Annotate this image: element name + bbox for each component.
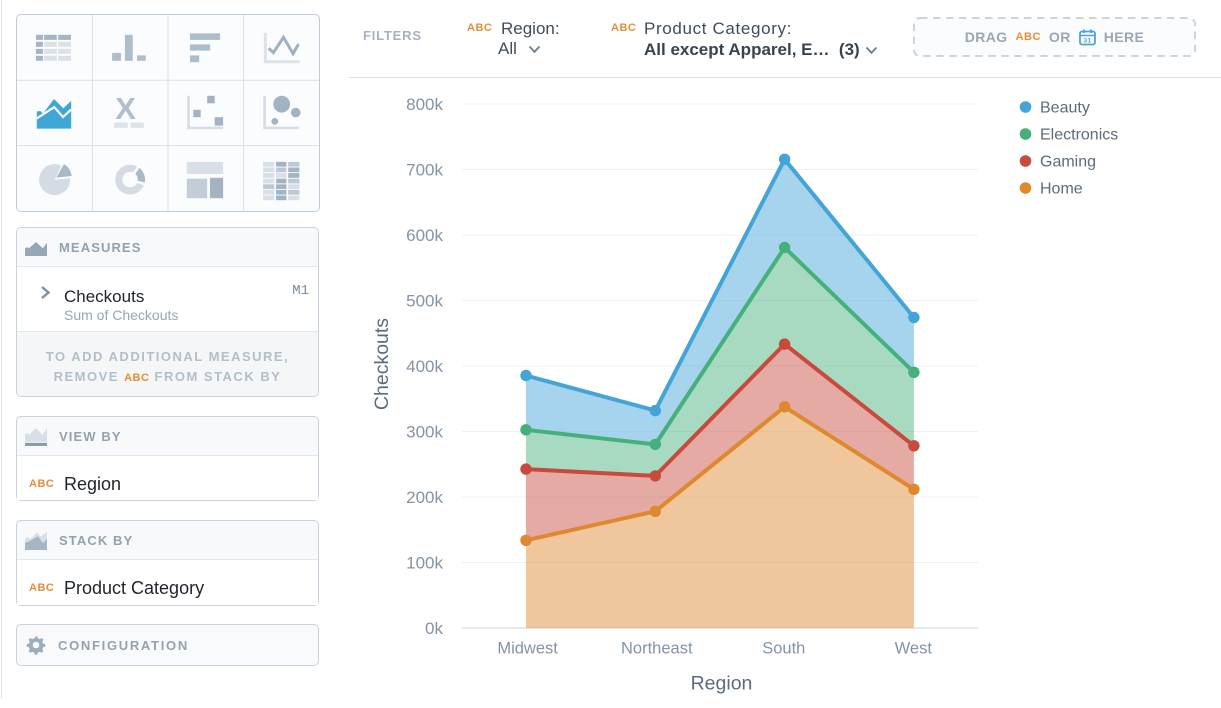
- svg-text:31: 31: [1083, 37, 1091, 44]
- svg-text:600k: 600k: [406, 226, 443, 245]
- svg-text:Gaming: Gaming: [1040, 153, 1096, 170]
- svg-text:West: West: [895, 639, 933, 657]
- svg-text:100k: 100k: [406, 554, 443, 573]
- svg-text:800k: 800k: [406, 95, 443, 114]
- svg-text:Beauty: Beauty: [1040, 99, 1090, 116]
- svg-text:Northeast: Northeast: [621, 639, 693, 657]
- svg-text:X: X: [115, 91, 136, 126]
- svg-text:South: South: [762, 639, 805, 657]
- svg-text:0k: 0k: [425, 619, 443, 638]
- svg-text:Electronics: Electronics: [1040, 126, 1118, 143]
- svg-text:500k: 500k: [406, 292, 443, 311]
- svg-text:400k: 400k: [406, 357, 443, 376]
- svg-text:Region: Region: [691, 672, 753, 694]
- svg-text:Home: Home: [1040, 180, 1083, 197]
- svg-text:200k: 200k: [406, 488, 443, 507]
- svg-text:Checkouts: Checkouts: [371, 318, 393, 410]
- svg-text:Midwest: Midwest: [497, 639, 558, 657]
- svg-text:700k: 700k: [406, 161, 443, 180]
- svg-text:300k: 300k: [406, 423, 443, 442]
